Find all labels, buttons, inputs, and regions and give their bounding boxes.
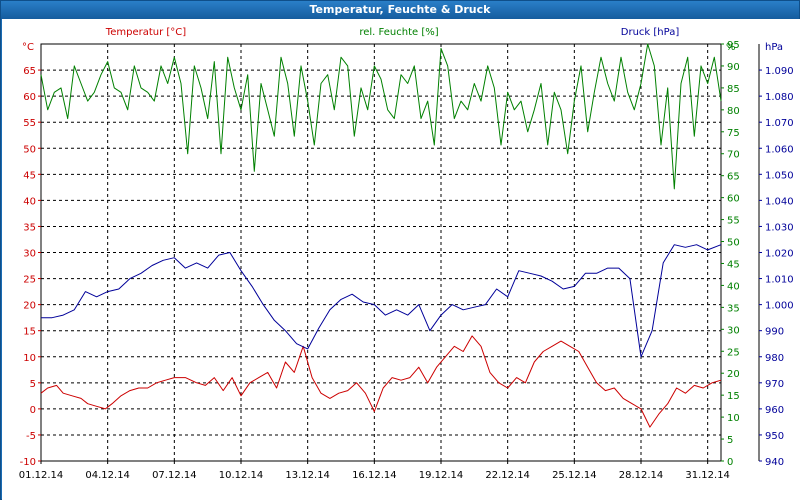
chart-area: Temperatur [°C] rel. Feuchte [%] Druck [… — [2, 19, 800, 500]
x-tick-label: 25.12.14 — [552, 470, 597, 481]
temperature-tick-label: 60 — [23, 92, 36, 103]
x-tick-label: 22.12.14 — [485, 470, 530, 481]
humidity-tick-label: 90 — [727, 62, 740, 73]
x-tick-label: 01.12.14 — [19, 470, 64, 481]
series-line-pressure — [41, 244, 722, 358]
temperature-tick-label: 25 — [23, 275, 36, 286]
pressure-tick-label: 1.020 — [765, 249, 794, 260]
pressure-tick-label: 1.080 — [765, 92, 794, 103]
x-tick-label: 04.12.14 — [85, 470, 130, 481]
x-tick-label: 10.12.14 — [219, 470, 264, 481]
humidity-tick-label: 60 — [727, 194, 740, 205]
pressure-tick-label: 940 — [765, 457, 784, 468]
pressure-tick-label: 1.010 — [765, 275, 794, 286]
pressure-tick-label: 1.030 — [765, 222, 794, 233]
pressure-tick-label: 1.000 — [765, 301, 794, 312]
humidity-tick-label: 55 — [727, 216, 740, 227]
x-tick-label: 13.12.14 — [285, 470, 330, 481]
series-line-humidity — [40, 43, 722, 190]
temperature-tick-label: 0 — [30, 405, 36, 416]
temperature-tick-label: 65 — [23, 66, 36, 77]
pressure-tick-label: 1.060 — [765, 144, 794, 155]
temperature-axis-title: Temperatur [°C] — [105, 27, 186, 38]
x-tick-label: 19.12.14 — [419, 470, 464, 481]
humidity-axis-title: rel. Feuchte [%] — [359, 27, 438, 38]
pressure-tick-label: 990 — [765, 327, 784, 338]
humidity-tick-label: 10 — [727, 413, 740, 424]
pressure-tick-label: 950 — [765, 431, 784, 442]
series-line-temperature — [40, 335, 722, 428]
pressure-tick-label: 1.070 — [765, 118, 794, 129]
humidity-tick-label: 20 — [727, 369, 740, 380]
humidity-tick-label: 0 — [727, 457, 733, 468]
x-tick-label: 16.12.14 — [352, 470, 397, 481]
humidity-tick-label: 65 — [727, 172, 740, 183]
humidity-tick-label: 50 — [727, 238, 740, 249]
x-tick-label: 31.12.14 — [685, 470, 730, 481]
humidity-unit-label: % — [726, 42, 736, 53]
humidity-tick-label: 70 — [727, 150, 740, 161]
temperature-tick-label: 5 — [30, 379, 36, 390]
humidity-tick-label: 15 — [727, 391, 740, 402]
humidity-tick-label: 95 — [727, 40, 740, 51]
temperature-tick-label: 55 — [23, 118, 36, 129]
temperature-tick-label: 15 — [23, 327, 36, 338]
temperature-tick-label: 45 — [23, 170, 36, 181]
pressure-tick-label: 1.040 — [765, 196, 794, 207]
pressure-tick-label: 1.090 — [765, 66, 794, 77]
humidity-tick-label: 5 — [727, 435, 733, 446]
x-tick-label: 28.12.14 — [619, 470, 664, 481]
temperature-tick-label: 20 — [23, 301, 36, 312]
temperature-tick-label: 50 — [23, 144, 36, 155]
humidity-tick-label: 45 — [727, 259, 740, 270]
x-tick-label: 07.12.14 — [152, 470, 197, 481]
pressure-tick-label: 960 — [765, 405, 784, 416]
pressure-tick-label: 1.050 — [765, 170, 794, 181]
temperature-tick-label: 35 — [23, 222, 36, 233]
pressure-unit-label: hPa — [765, 42, 783, 53]
humidity-tick-label: 40 — [727, 281, 740, 292]
humidity-tick-label: 25 — [727, 347, 740, 358]
humidity-tick-label: 75 — [727, 128, 740, 139]
chart-canvas: Temperatur [°C] rel. Feuchte [%] Druck [… — [19, 27, 794, 481]
pressure-tick-label: 980 — [765, 353, 784, 364]
temperature-unit-label: °C — [22, 42, 34, 53]
humidity-tick-label: 35 — [727, 303, 740, 314]
window-title: Temperatur, Feuchte & Druck — [1, 1, 799, 19]
humidity-tick-label: 30 — [727, 325, 740, 336]
temperature-tick-label: 40 — [23, 196, 36, 207]
temperature-tick-label: -10 — [20, 457, 36, 468]
temperature-tick-label: 30 — [23, 249, 36, 260]
pressure-tick-label: 970 — [765, 379, 784, 390]
humidity-tick-label: 80 — [727, 106, 740, 117]
temperature-tick-label: -5 — [26, 431, 36, 442]
humidity-tick-label: 85 — [727, 84, 740, 95]
temperature-tick-label: 10 — [23, 353, 36, 364]
pressure-axis-title: Druck [hPa] — [621, 27, 680, 38]
